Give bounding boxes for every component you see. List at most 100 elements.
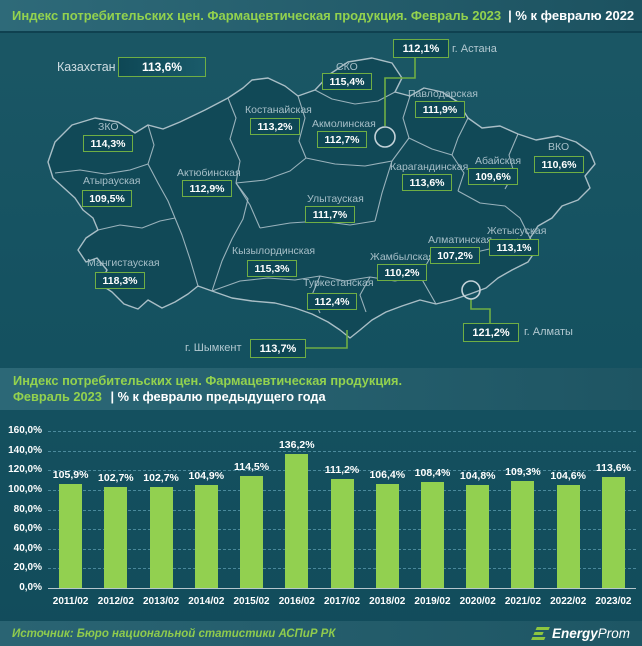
region-label: Акмолинская xyxy=(312,118,376,130)
bar-value-label: 104,9% xyxy=(188,470,225,483)
region-value-badge: 113,1% xyxy=(489,239,539,256)
bar[interactable] xyxy=(240,475,264,588)
region-value-badge: 115,3% xyxy=(247,260,297,277)
region-label: ВКО xyxy=(548,141,570,153)
region-label: Кызылординская xyxy=(232,245,316,257)
x-axis-label: 2019/02 xyxy=(414,596,451,607)
x-axis-label: 2018/02 xyxy=(369,596,406,607)
region-value-badge: 111,9% xyxy=(415,101,465,118)
bar-value-label: 104,6% xyxy=(550,470,586,483)
bar-column: 105,9% 2011/02 xyxy=(48,431,93,607)
x-axis-label: 2017/02 xyxy=(323,596,361,607)
bar-value-label: 108,4% xyxy=(414,466,451,479)
bar-column: 104,9% 2014/02 xyxy=(184,431,229,607)
top-title-band: Индекс потребительских цен. Фармацевтиче… xyxy=(0,0,642,33)
x-axis-label: 2022/02 xyxy=(550,596,587,607)
bar[interactable] xyxy=(511,480,535,588)
kazakhstan-map-section: Казахстан 113,6% ЗКО 114,3% Атырауская 109,… xyxy=(0,33,642,366)
bar-column: 109,3% 2021/02 xyxy=(500,431,545,607)
bar-column: 104,6% 2022/02 xyxy=(546,431,591,607)
y-tick-label: 120,0% xyxy=(8,464,42,476)
bar[interactable] xyxy=(104,487,128,588)
region-label: Алматинская xyxy=(428,234,493,246)
region-value-badge: 118,3% xyxy=(95,272,145,289)
x-axis-label: 2023/02 xyxy=(595,596,632,607)
chart-title-line2-green: Февраль 2023 xyxy=(13,389,102,404)
bar-column: 106,4% 2018/02 xyxy=(365,431,410,607)
region-label: Жамбылская xyxy=(370,251,435,263)
gridline xyxy=(48,509,636,511)
region-label: Костанайская xyxy=(245,104,312,116)
bar-value-label: 106,4% xyxy=(369,468,406,481)
bar-value-label: 113,6% xyxy=(595,461,631,474)
bar-value-label: 105,9% xyxy=(52,469,89,482)
region-value-badge: 110,6% xyxy=(534,156,584,173)
chart-title-line2-white: | % к февралю предыдущего года xyxy=(110,389,326,404)
region-value-badge: 112,9% xyxy=(182,180,232,197)
gridline xyxy=(48,489,636,491)
city-connector-line xyxy=(384,58,416,126)
city-connector-line xyxy=(470,299,491,323)
x-axis-label: 2021/02 xyxy=(504,596,542,607)
bar-column: 114,5% 2015/02 xyxy=(229,431,274,607)
bar[interactable] xyxy=(420,481,444,588)
chart-title-band: Индекс потребительских цен. Фармацевтиче… xyxy=(0,368,642,410)
bar[interactable] xyxy=(556,485,580,588)
gridline xyxy=(48,470,636,472)
region-value-badge: 107,2% xyxy=(430,247,480,264)
x-axis-label: 2012/02 xyxy=(97,596,134,607)
bar-value-label: 109,3% xyxy=(505,465,541,478)
x-axis-label: 2013/02 xyxy=(143,596,180,607)
region-value-badge: 113,2% xyxy=(250,118,300,135)
gridline xyxy=(48,529,636,531)
bar[interactable] xyxy=(330,478,354,588)
region-value-badge: 109,6% xyxy=(468,168,518,185)
region-label: Абайская xyxy=(475,155,522,167)
region-value-badge: 113,6% xyxy=(402,174,452,191)
y-tick-label: 40,0% xyxy=(13,542,42,554)
y-tick-label: 60,0% xyxy=(13,523,42,535)
energyprom-wordmark: EnergyProm xyxy=(551,626,630,641)
bar-value-label: 102,7% xyxy=(143,472,179,485)
city-label: г. Астана xyxy=(452,43,497,55)
chart-title-line1: Индекс потребительских цен. Фармацевтиче… xyxy=(13,373,403,388)
city-label: г. Шымкент xyxy=(185,342,242,354)
bar[interactable] xyxy=(59,484,83,588)
y-tick-label: 80,0% xyxy=(13,503,42,515)
country-label: Казахстан xyxy=(57,60,116,74)
city-value-badge: 112,1% xyxy=(393,39,449,58)
gridline xyxy=(48,431,636,432)
plot-area: 105,9% 2011/02 102,7% 2012/02 102,7% 2013/02 1… xyxy=(48,431,636,607)
y-tick-label: 20,0% xyxy=(13,562,42,574)
bar-column: 111,2% 2017/02 xyxy=(319,431,364,607)
bar[interactable] xyxy=(375,483,399,588)
bar[interactable] xyxy=(149,487,173,588)
x-axis-label: 2015/02 xyxy=(233,596,270,607)
country-value-badge: 113,6% xyxy=(118,57,206,77)
bar-value-label: 136,2% xyxy=(278,439,315,452)
city-connector-line xyxy=(304,330,348,349)
region-label: Актюбинская xyxy=(177,167,241,179)
bar[interactable] xyxy=(194,485,218,588)
gridline xyxy=(48,548,636,550)
region-value-badge: 115,4% xyxy=(322,73,372,90)
energyprom-icon xyxy=(531,627,550,640)
y-tick-label: 140,0% xyxy=(8,444,42,456)
city-value-badge: 113,7% xyxy=(250,339,306,358)
bar-column: 102,7% 2013/02 xyxy=(138,431,183,607)
region-label: Туркестанская xyxy=(303,277,374,289)
bar[interactable] xyxy=(466,485,490,588)
bar[interactable] xyxy=(285,454,309,588)
city-marker-circle xyxy=(374,126,396,148)
source-note: Источник: Бюро национальной статистики А… xyxy=(12,627,336,640)
energyprom-logo[interactable]: EnergyProm xyxy=(531,626,630,641)
bar-value-label: 114,5% xyxy=(234,460,270,473)
y-tick-label: 0,0% xyxy=(19,582,42,593)
bar-column: 102,7% 2012/02 xyxy=(93,431,138,607)
city-value-badge: 121,2% xyxy=(463,323,519,342)
region-label: Мангистауская xyxy=(87,257,160,269)
bar[interactable] xyxy=(601,476,625,588)
page-title-green: Индекс потребительских цен. Фармацевтиче… xyxy=(12,8,502,23)
x-axis-label: 2016/02 xyxy=(278,596,315,607)
